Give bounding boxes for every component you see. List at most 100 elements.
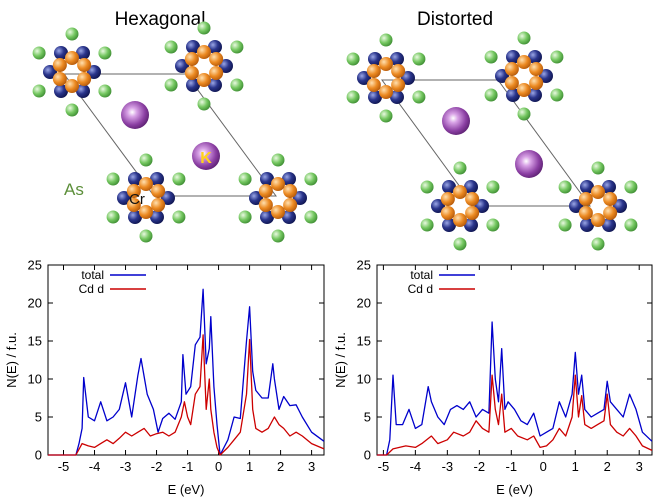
x-tick-label: -2: [151, 459, 163, 474]
ring-atom: [271, 177, 285, 191]
as-atom: [558, 218, 572, 232]
cr-atom: [528, 49, 542, 64]
cr-atom: [528, 88, 542, 103]
cr-atom: [464, 179, 478, 194]
ring-atom: [77, 58, 92, 72]
y-tick-label: 10: [357, 372, 371, 387]
cr-atom: [580, 218, 594, 233]
ring-atom: [65, 79, 79, 93]
cr-atom: [117, 191, 131, 205]
as-atom: [98, 84, 112, 98]
as-atom: [230, 40, 244, 54]
cr-atom: [580, 179, 594, 194]
x-tick-label: 3: [636, 459, 643, 474]
panel-title: Hexagonal: [115, 9, 206, 30]
cr-atom: [249, 191, 263, 205]
y-tick-label: 25: [28, 258, 42, 273]
ring-atom: [258, 184, 273, 198]
ring-atom: [453, 185, 467, 199]
k-atom: [515, 150, 543, 178]
ring-atom: [465, 192, 480, 206]
dos-plot-distorted: -5 -4 -3 -2 -1 0 1 2 3 0 5 10 15 20 25 E (eV) N(E) / f.u…: [333, 258, 653, 497]
as-atom: [32, 84, 46, 98]
cr-atom: [475, 199, 489, 213]
cr-atom: [442, 179, 456, 194]
series-line-total: [377, 321, 653, 456]
as-atom: [484, 88, 498, 102]
cr-atom: [282, 171, 296, 186]
cr-atom: [260, 210, 274, 225]
ring-atom: [603, 192, 618, 206]
as-atom: [106, 210, 120, 224]
ring-atom: [126, 184, 141, 198]
as-atom: [486, 218, 500, 232]
ring-atom: [184, 66, 199, 80]
cr-atom: [186, 39, 200, 54]
cr-atom: [282, 210, 296, 225]
cr-atom: [175, 59, 189, 73]
as-atom: [591, 161, 605, 175]
as-atom: [230, 78, 244, 92]
ring-atom: [139, 177, 153, 191]
ring-atom: [65, 51, 79, 65]
cluster: [420, 161, 500, 251]
ring-atom: [603, 206, 618, 220]
as-atom: [484, 50, 498, 64]
y-tick-label: 20: [357, 296, 371, 311]
y-tick-label: 20: [28, 296, 42, 311]
x-tick-label: -1: [506, 459, 518, 474]
cr-atom: [293, 191, 307, 205]
ring-atom: [209, 66, 224, 80]
ring-atom: [126, 198, 141, 212]
as-atom: [238, 172, 252, 186]
as-atom: [624, 180, 638, 194]
cr-atom: [219, 59, 233, 73]
ring-atom: [529, 76, 544, 90]
x-tick-label: 1: [246, 459, 253, 474]
ring-atom: [504, 76, 519, 90]
cr-atom: [150, 171, 164, 186]
cr-label: Cr: [129, 191, 145, 208]
as-atom: [172, 210, 186, 224]
ring-atom: [271, 205, 285, 219]
cr-atom: [495, 69, 509, 83]
cr-atom: [186, 78, 200, 93]
as-atom: [517, 31, 531, 45]
x-tick-label: -4: [89, 459, 101, 474]
ring-atom: [391, 64, 406, 78]
x-tick-label: -5: [58, 459, 70, 474]
ring-atom: [440, 206, 455, 220]
ring-atom: [258, 198, 273, 212]
cr-atom: [401, 71, 415, 85]
x-tick-label: 0: [540, 459, 547, 474]
series-line-cd-d: [48, 334, 325, 456]
y-axis-label: N(E) / f.u.: [333, 332, 348, 388]
cluster: [164, 21, 244, 111]
ring-atom: [578, 192, 593, 206]
as-atom: [379, 33, 393, 47]
series-line-total: [48, 288, 325, 456]
k-atom: [442, 107, 470, 135]
cr-atom: [431, 199, 445, 213]
cr-atom: [54, 45, 68, 60]
as-atom: [412, 52, 426, 66]
cr-atom: [128, 210, 142, 225]
y-tick-label: 15: [357, 334, 371, 349]
ring-atom: [366, 78, 381, 92]
cr-atom: [357, 71, 371, 85]
ring-atom: [440, 192, 455, 206]
cr-atom: [569, 199, 583, 213]
cr-atom: [368, 51, 382, 66]
ring-atom: [283, 184, 298, 198]
as-atom: [32, 46, 46, 60]
ring-atom: [283, 198, 298, 212]
ring-atom: [52, 58, 67, 72]
legend-label: Cd d: [408, 282, 433, 296]
as-atom: [517, 107, 531, 121]
as-atom: [197, 97, 211, 111]
cr-atom: [208, 78, 222, 93]
structure-distorted: Distorted: [346, 9, 638, 251]
ring-atom: [578, 206, 593, 220]
x-tick-label: -1: [182, 459, 194, 474]
as-atom: [420, 218, 434, 232]
